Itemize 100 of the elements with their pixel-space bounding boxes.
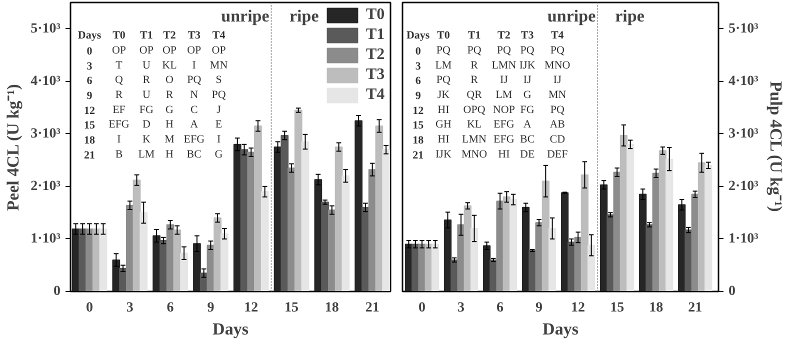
annotation: A bbox=[190, 118, 198, 131]
y-tick-label: 3·10³ bbox=[30, 126, 61, 142]
annotation: NOP bbox=[492, 104, 515, 116]
annotation: M bbox=[164, 133, 175, 146]
text: 2·10³ bbox=[728, 178, 758, 194]
text: 5·10³ bbox=[728, 21, 758, 36]
annotation: IJK bbox=[519, 59, 536, 72]
annotation: ripe bbox=[615, 6, 645, 26]
annotation: PQ bbox=[496, 44, 512, 57]
legend-label: T1 bbox=[366, 26, 386, 44]
annotation: 18 bbox=[84, 134, 96, 146]
annotation: FG bbox=[520, 104, 534, 116]
annotation: 3 bbox=[86, 60, 93, 72]
y-tick-label: 1·10³ bbox=[30, 231, 61, 246]
annotation: LMN bbox=[492, 59, 516, 72]
annotation: IJK bbox=[436, 148, 452, 160]
annotation: LM bbox=[435, 59, 452, 72]
annotation: IJ bbox=[553, 74, 562, 86]
category-label: 0 bbox=[728, 284, 736, 299]
annotation: PQ bbox=[187, 74, 202, 86]
annotation: EFG bbox=[494, 118, 514, 131]
annotation: T3 bbox=[188, 30, 202, 42]
annotation: U bbox=[142, 59, 150, 72]
annotation: GH bbox=[436, 118, 452, 131]
annotation: EFG bbox=[494, 133, 514, 146]
annotation: OP bbox=[162, 44, 177, 57]
annotation: R bbox=[470, 59, 479, 72]
x-tick-label: 9 bbox=[207, 300, 214, 316]
x-tick-label: 15 bbox=[610, 300, 624, 316]
annotation: PQ bbox=[520, 44, 534, 57]
text: 4·10³ bbox=[728, 74, 758, 89]
annotation: G bbox=[214, 148, 223, 160]
annotation: BC bbox=[186, 148, 202, 160]
annotation: LM bbox=[496, 89, 512, 102]
annotation: OP bbox=[212, 44, 226, 57]
annotation: PQ bbox=[436, 44, 451, 57]
annotation: T2 bbox=[498, 30, 511, 42]
annotation: 12 bbox=[84, 104, 96, 117]
annotation: R bbox=[166, 89, 174, 102]
annotation: Days bbox=[406, 30, 430, 42]
legend-label: T4 bbox=[366, 86, 386, 104]
annotation: T bbox=[116, 59, 123, 72]
annotation: R bbox=[115, 89, 124, 102]
annotation: T1 bbox=[468, 30, 481, 42]
annotation: ripe bbox=[289, 6, 320, 26]
annotation: I bbox=[192, 59, 196, 72]
annotation: O bbox=[166, 74, 174, 86]
annotation: N bbox=[190, 89, 198, 102]
annotation: 0 bbox=[415, 46, 422, 58]
annotation: IJ bbox=[500, 74, 509, 86]
annotation: T0 bbox=[437, 30, 450, 42]
annotation: K bbox=[142, 133, 150, 146]
annotation: 9 bbox=[86, 90, 93, 102]
x-axis-title: Days bbox=[212, 320, 249, 338]
x-tick-label: 6 bbox=[166, 300, 174, 316]
annotation: IJ bbox=[523, 74, 532, 86]
annotation: OP bbox=[112, 44, 126, 57]
annotation: R bbox=[142, 74, 151, 86]
annotation: 9 bbox=[415, 90, 422, 102]
text: 3·10³ bbox=[728, 126, 758, 142]
y-tick-label: 0 bbox=[54, 284, 60, 299]
annotation: OP bbox=[187, 44, 202, 57]
annotation: 15 bbox=[84, 120, 96, 132]
annotation: A bbox=[523, 118, 532, 131]
x-tick-label: 12 bbox=[244, 300, 258, 316]
annotation: DE bbox=[520, 148, 535, 160]
annotation: 12 bbox=[412, 104, 424, 117]
annotation: BC bbox=[520, 133, 535, 146]
annotation: PQ bbox=[550, 104, 564, 116]
annotation: QR bbox=[466, 89, 483, 102]
y-axis-title: Peel 4CL (U kg⁻¹) bbox=[4, 84, 23, 211]
annotation: LMN bbox=[462, 133, 487, 146]
annotation: E bbox=[215, 118, 222, 131]
annotation: T0 bbox=[112, 30, 126, 42]
annotation: HI bbox=[438, 104, 450, 116]
annotation: MNO bbox=[544, 59, 570, 72]
annotation: KL bbox=[162, 59, 178, 72]
annotation: MN bbox=[210, 59, 228, 72]
annotation: I bbox=[117, 133, 122, 146]
annotation: JK bbox=[437, 89, 450, 102]
y-tick-label: 2·10³ bbox=[30, 178, 61, 194]
x-tick-label: 3 bbox=[458, 300, 465, 316]
x-tick-label: 18 bbox=[649, 300, 664, 316]
annotation: EFG bbox=[184, 133, 205, 146]
x-tick-label: 6 bbox=[496, 300, 504, 316]
annotation: 15 bbox=[412, 120, 424, 132]
annotation: PQ bbox=[436, 74, 451, 86]
annotation: EFG bbox=[108, 118, 130, 131]
annotation: I bbox=[216, 133, 221, 146]
annotation: T4 bbox=[212, 30, 226, 42]
annotation: B bbox=[115, 148, 123, 160]
annotation: unripe bbox=[221, 6, 270, 26]
annotation: EF bbox=[112, 104, 126, 116]
legend-label: T3 bbox=[366, 66, 386, 84]
annotation: U bbox=[142, 89, 150, 102]
legend-label: T2 bbox=[366, 46, 386, 64]
annotation: DEF bbox=[546, 148, 568, 160]
annotation: CD bbox=[550, 133, 566, 146]
annotation: OPQ bbox=[463, 104, 486, 116]
annotation: T3 bbox=[520, 30, 534, 42]
